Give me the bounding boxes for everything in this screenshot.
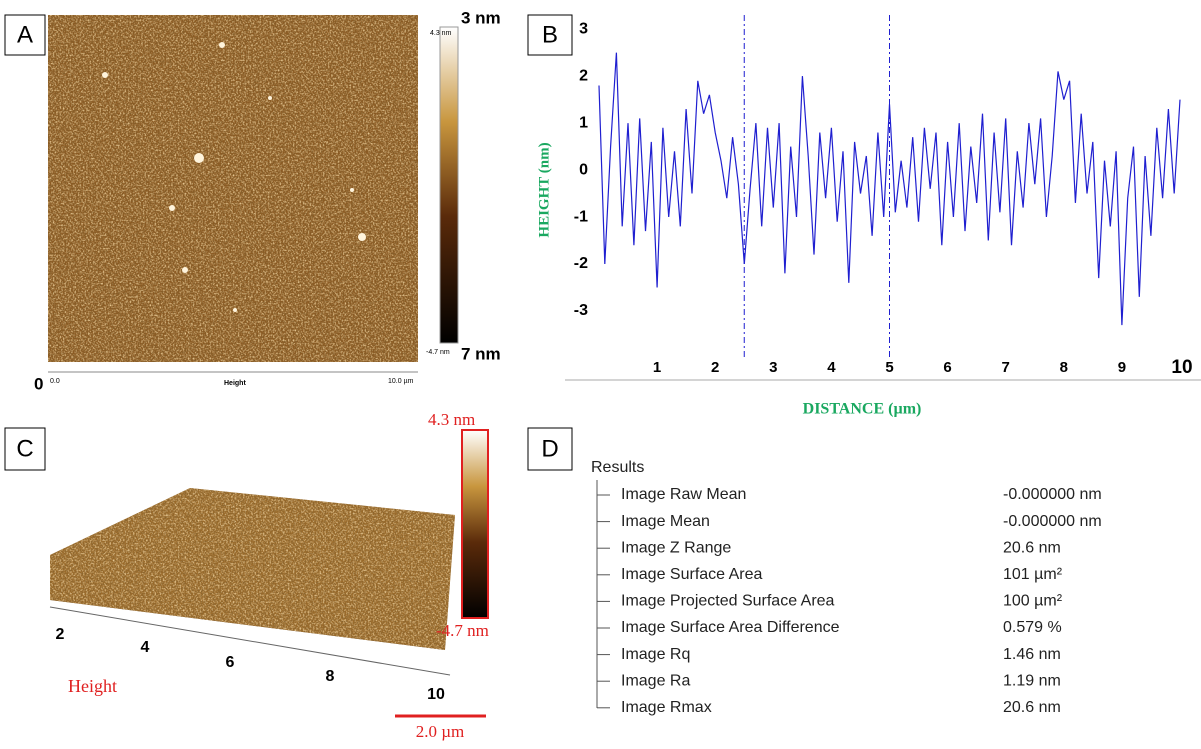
result-value: 1.46 nm <box>1003 646 1061 663</box>
panel-letter: B <box>542 21 558 48</box>
result-name: Image Rmax <box>621 699 712 716</box>
panel-label-box <box>527 14 573 56</box>
result-value: 20.6 nm <box>1003 539 1061 556</box>
colorbar-max: 4.3 nm <box>428 410 475 429</box>
y-tick-label: 0 <box>579 161 588 178</box>
axis-start: 0.0 <box>50 378 60 385</box>
y-tick-label: 3 <box>579 20 588 37</box>
y-tick-label: -3 <box>574 302 588 319</box>
profile-line <box>598 52 1181 326</box>
result-name: Image Ra <box>621 672 690 689</box>
axis-line <box>49 606 451 676</box>
results-title: Results <box>591 459 644 476</box>
result-value: 1.19 nm <box>1003 672 1061 689</box>
panel-letter: D <box>541 435 558 462</box>
result-value: 101 µm² <box>1003 566 1063 583</box>
result-name: Image Surface Area Difference <box>621 619 840 636</box>
scale-bar-label: 2.0 µm <box>416 722 465 741</box>
panel-d: D Results Image Raw Mean -0.000000 nm Imag… <box>527 427 1102 716</box>
surface-3d <box>50 488 455 650</box>
result-value: -0.000000 nm <box>1003 513 1102 530</box>
axis-tick-label: 8 <box>326 668 335 685</box>
axis-tick-label: 10 <box>427 686 445 703</box>
result-value: -0.000000 nm <box>1003 486 1102 503</box>
y-tick-label: -1 <box>574 208 588 225</box>
axis-end: 10.0 µm <box>388 378 414 385</box>
afm-texture <box>48 15 418 362</box>
x-tick-label: 7 <box>1002 359 1010 376</box>
y-tick-label: -2 <box>574 255 588 272</box>
result-name: Image Z Range <box>621 539 731 556</box>
result-name: Image Projected Surface Area <box>621 593 835 610</box>
panel-letter: A <box>17 21 33 48</box>
x-tick-label: 10 <box>1171 357 1192 378</box>
colorbar <box>439 26 459 344</box>
panel-b: B HEIGHT (nm) DISTANCE (µm) -3 -2 -1 0 1 2 3 1 2… <box>527 14 1201 418</box>
y-axis-label: HEIGHT (nm) <box>536 142 552 237</box>
axis-ticks: 2 4 6 8 10 <box>56 626 445 703</box>
axis-title: Height <box>224 380 246 387</box>
axis-tick-label: 6 <box>226 654 235 671</box>
colorbar-max-overlay: 3 nm <box>461 8 501 27</box>
colorbar-min: -4.7 nm <box>426 349 450 356</box>
x-tick-label: 4 <box>827 359 836 376</box>
panel-label-box <box>4 427 46 471</box>
axis-tick-label: 2 <box>56 626 65 643</box>
result-name: Image Surface Area <box>621 566 763 583</box>
result-name: Image Mean <box>621 513 710 530</box>
axis-title: Height <box>68 676 117 696</box>
result-name: Image Raw Mean <box>621 486 746 503</box>
x-tick-label: 2 <box>711 359 719 376</box>
x-tick-label: 1 <box>653 359 661 376</box>
x-tick-label: 9 <box>1118 359 1126 376</box>
y-tick-label: 1 <box>579 114 588 131</box>
result-value: 20.6 nm <box>1003 699 1061 716</box>
y-tick-label: 2 <box>579 67 588 84</box>
result-value: 100 µm² <box>1003 593 1063 610</box>
panel-label-box <box>4 14 46 56</box>
axis-tick-label: 4 <box>141 639 150 656</box>
colorbar <box>461 429 489 619</box>
origin-overlay: 0 <box>34 374 43 393</box>
colorbar-min-overlay: 7 nm <box>461 344 501 363</box>
colorbar-min: -4.7 nm <box>436 621 489 640</box>
result-name: Image Rq <box>621 646 690 663</box>
x-tick-label: 6 <box>943 359 951 376</box>
panel-label-box <box>527 427 573 471</box>
surface-texture <box>50 488 455 650</box>
panel-c: C 2 4 6 8 10 Height 4.3 nm -4.7 nm 2.0 µm <box>4 410 489 741</box>
panel-letter: C <box>16 435 33 462</box>
x-tick-label: 3 <box>769 359 777 376</box>
x-tick-label: 5 <box>885 359 893 376</box>
panel-a: A 4.3 nm 3 nm -4.7 nm 7 nm 0 0.0 Height … <box>4 8 501 393</box>
afm-particles <box>102 42 366 312</box>
result-value: 0.579 % <box>1003 619 1062 636</box>
x-axis-label: DISTANCE (µm) <box>803 401 922 418</box>
x-tick-label: 8 <box>1060 359 1068 376</box>
colorbar-max: 4.3 nm <box>430 30 452 37</box>
